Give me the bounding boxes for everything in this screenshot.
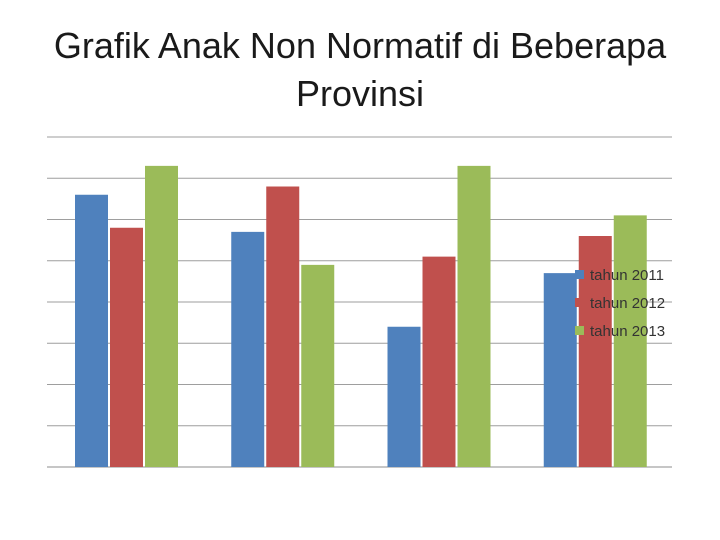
bar xyxy=(110,227,143,467)
bar xyxy=(422,256,456,467)
bar xyxy=(75,194,108,467)
legend-label: tahun 2011 xyxy=(590,267,664,284)
bar xyxy=(231,231,265,467)
bars xyxy=(75,165,647,467)
chart-title: Grafik Anak Non Normatif di Beberapa Pro… xyxy=(53,25,667,114)
bar xyxy=(301,264,335,467)
legend-label: tahun 2013 xyxy=(590,323,665,340)
bar xyxy=(578,236,612,467)
bar xyxy=(543,273,577,467)
legend: tahun 2011 tahun 2012 tahun 2013 xyxy=(575,267,665,340)
bar xyxy=(613,215,647,467)
bar xyxy=(457,165,491,467)
bar xyxy=(387,326,421,467)
bar xyxy=(145,165,178,467)
bar xyxy=(266,186,300,467)
legend-swatch xyxy=(575,298,584,307)
legend-swatch xyxy=(575,326,584,335)
legend-label: tahun 2012 xyxy=(590,295,665,312)
legend-swatch xyxy=(575,270,584,279)
